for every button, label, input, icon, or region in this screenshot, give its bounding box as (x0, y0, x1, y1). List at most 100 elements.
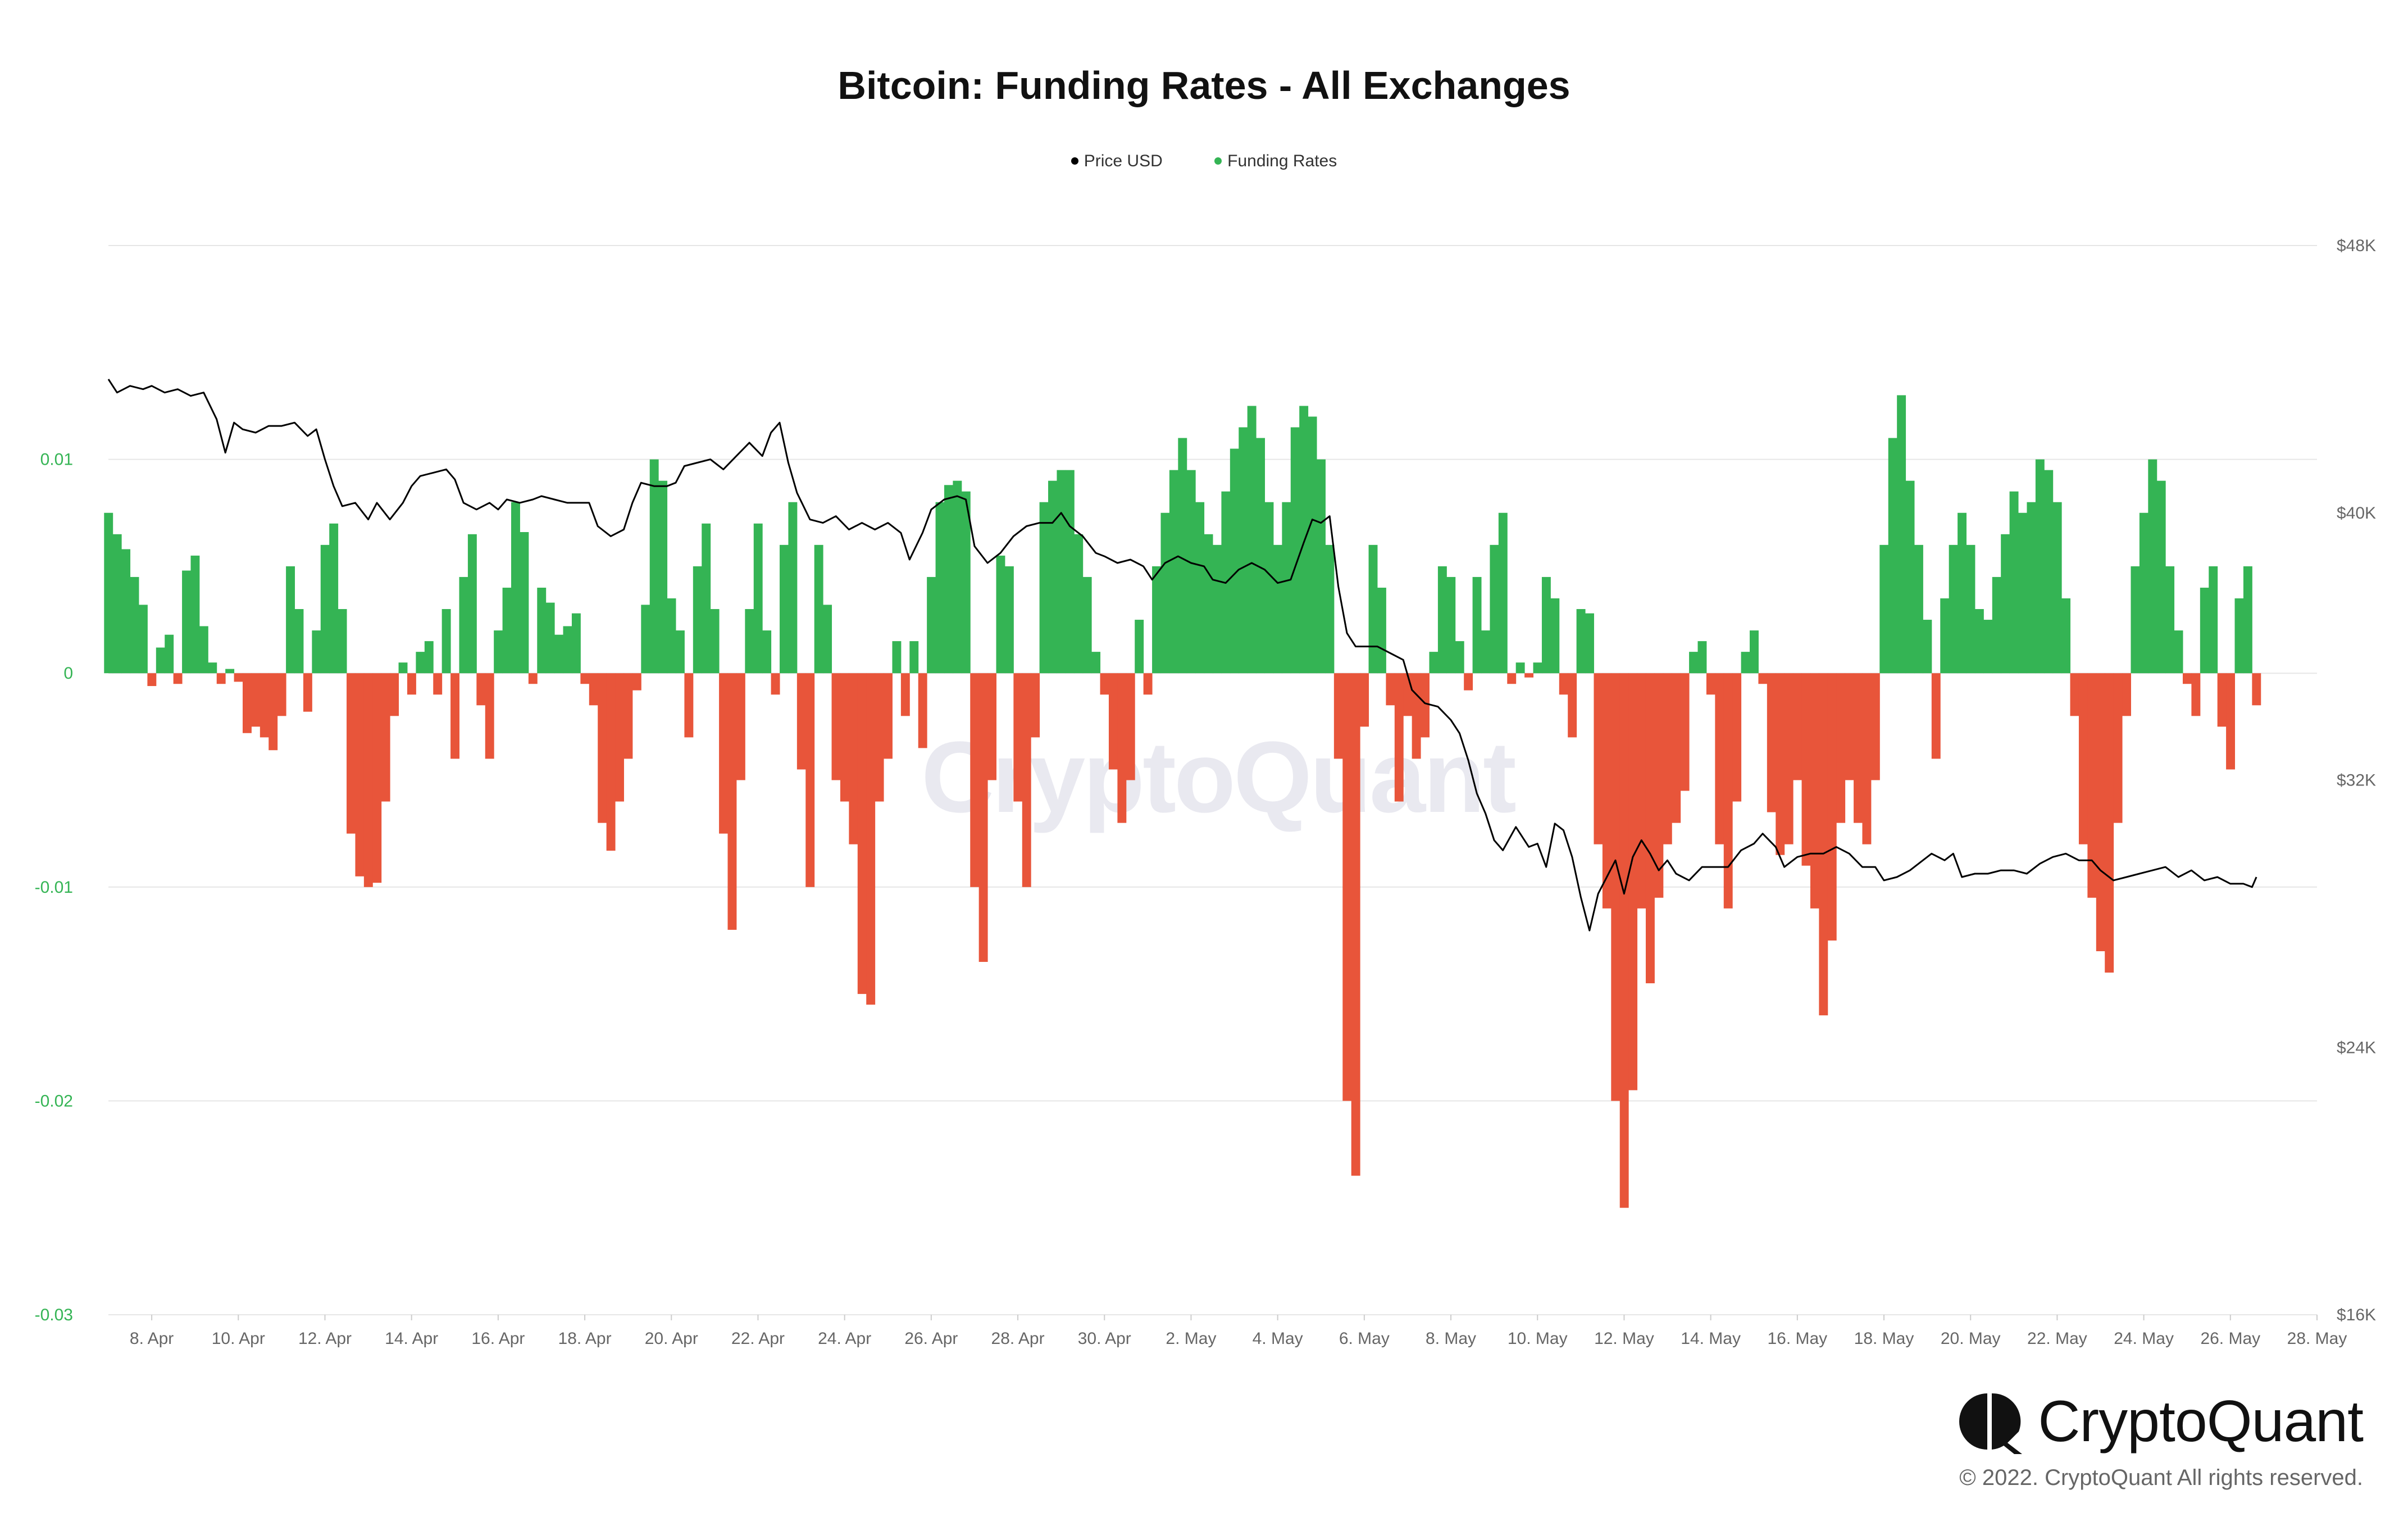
funding-rate-bar (459, 576, 468, 674)
funding-rate-bar (1594, 673, 1603, 844)
funding-rate-bar (580, 673, 590, 684)
funding-rate-bar (702, 523, 711, 674)
funding-rate-bar (2035, 459, 2045, 674)
funding-rate-bar (138, 605, 148, 674)
funding-rate-bar (1654, 673, 1664, 898)
funding-rate-bar (2113, 673, 2123, 823)
funding-rate-bar (165, 634, 174, 674)
funding-rate-bar (485, 673, 494, 759)
funding-rate-bar (762, 630, 772, 674)
brand-name: CryptoQuant (2038, 1388, 2364, 1454)
funding-rate-bar (719, 673, 729, 834)
funding-rate-bar (104, 512, 113, 674)
legend-item-funding[interactable]: Funding Rates (1214, 152, 1337, 171)
chart-title: Bitcoin: Funding Rates - All Exchanges (837, 63, 1571, 107)
x-axis-tick-label: 20. Apr (645, 1329, 698, 1348)
funding-rate-bar (1360, 673, 1369, 727)
funding-rate-bar (1429, 652, 1439, 674)
funding-rate-bar (814, 544, 823, 674)
funding-rate-bar (675, 630, 685, 674)
funding-rate-bar (2001, 534, 2010, 674)
funding-rate-bar (1481, 630, 1490, 674)
funding-rate-bar (338, 609, 347, 674)
funding-rate-bar (1082, 576, 1092, 674)
funding-rate-bar (294, 609, 304, 674)
funding-rate-bar (381, 673, 390, 802)
funding-rate-bar (2226, 673, 2236, 770)
funding-rate-bar (1801, 673, 1811, 866)
funding-rate-bar (745, 609, 754, 674)
funding-rate-bar (407, 673, 416, 695)
funding-rate-bar (390, 673, 399, 716)
funding-rate-bar (1585, 613, 1594, 674)
funding-rate-bar (260, 673, 269, 738)
funding-rate-bar (1611, 673, 1620, 1101)
funding-rate-bar (1750, 630, 1759, 674)
funding-rate-bar (1923, 620, 1932, 674)
funding-rate-bar (1333, 673, 1343, 759)
funding-rate-bar (2165, 566, 2175, 674)
x-axis-tick-label: 28. Apr (991, 1329, 1045, 1348)
funding-rate-bar (1273, 544, 1282, 674)
funding-rate-bar (1091, 652, 1101, 674)
x-axis-tick-label: 16. Apr (471, 1329, 525, 1348)
funding-rate-bar (1758, 673, 1768, 684)
funding-rate-bar (1888, 438, 1897, 674)
funding-rate-bar (1126, 673, 1135, 780)
legend-dot-funding (1214, 157, 1222, 165)
x-axis-tick-label: 4. May (1253, 1329, 1303, 1348)
funding-rate-bar (1958, 512, 1967, 674)
funding-rate-bar (2027, 502, 2036, 674)
funding-rate-bar (1169, 470, 1178, 674)
funding-rate-bar (788, 502, 798, 674)
funding-rate-bar (277, 673, 286, 716)
funding-rate-bar (1870, 673, 1880, 780)
x-axis-tick-label: 26. May (2200, 1329, 2260, 1348)
legend-item-price[interactable]: Price USD (1071, 152, 1163, 171)
funding-rate-bar (2252, 673, 2261, 706)
funding-rate-bar (1308, 416, 1317, 674)
funding-rate-bar (2122, 673, 2131, 716)
funding-rate-bar (1672, 673, 1681, 823)
funding-rate-bar (771, 673, 780, 695)
funding-rate-bar (2044, 470, 2054, 674)
funding-rate-bar (796, 673, 806, 770)
funding-rate-bar (892, 641, 902, 674)
funding-rate-bar (450, 673, 459, 759)
funding-rate-bar (1541, 576, 1551, 674)
funding-rate-bar (1854, 673, 1863, 823)
left-axis: 0.01 0 -0.01 -0.02 -0.03 (35, 451, 73, 1324)
funding-rate-bar (130, 576, 139, 674)
funding-rate-bar (303, 673, 312, 712)
funding-rate-bar (528, 673, 538, 684)
funding-rate-bar (225, 669, 235, 674)
funding-rate-bar (433, 673, 443, 695)
funding-rate-bar (147, 673, 157, 687)
funding-rate-bar (2174, 630, 2183, 674)
right-axis-tick-label: $24K (2337, 1038, 2376, 1057)
funding-rate-bar (641, 605, 650, 674)
funding-rate-bar (1290, 427, 1300, 674)
x-axis-tick-label: 10. May (1508, 1329, 1568, 1348)
funding-rate-bar (623, 673, 633, 759)
funding-rate-bar (857, 673, 867, 994)
x-axis-tick-label: 28. May (2287, 1329, 2347, 1348)
funding-rate-bar (216, 673, 226, 684)
brand-logo[interactable]: CryptoQuant (1952, 1388, 2364, 1455)
funding-rate-bar (1421, 673, 1430, 738)
x-axis-tick-label: 30. Apr (1078, 1329, 1131, 1348)
left-axis-tick-label: -0.02 (35, 1092, 73, 1110)
x-axis-tick-label: 14. May (1681, 1329, 1741, 1348)
funding-rate-bar (1498, 512, 1508, 674)
left-axis-tick-label: 0 (63, 664, 73, 683)
funding-rate-bar (1697, 641, 1707, 674)
funding-rate-bar (1239, 427, 1248, 674)
funding-rate-bar (537, 587, 547, 674)
funding-rate-bar (1437, 566, 1447, 674)
funding-rate-bar (823, 605, 832, 674)
funding-rate-bar (1974, 609, 1984, 674)
funding-rate-bar (1230, 448, 1239, 674)
x-axis-tick-label: 22. May (2027, 1329, 2087, 1348)
x-axis-tick-label: 12. May (1594, 1329, 1654, 1348)
